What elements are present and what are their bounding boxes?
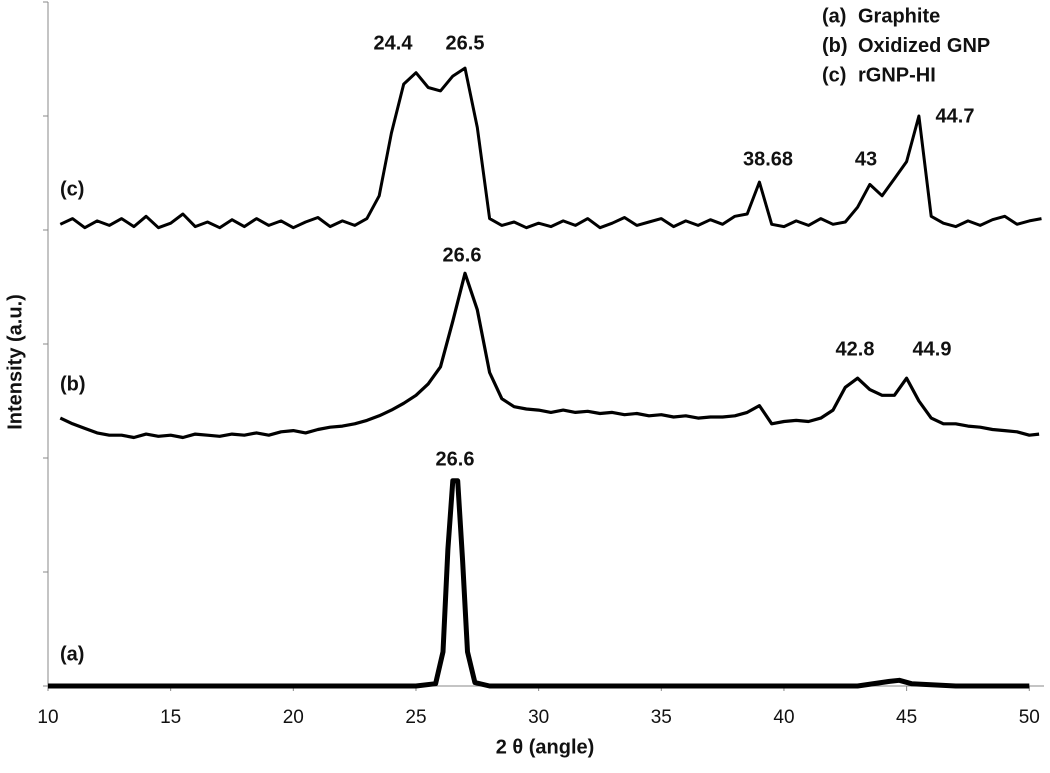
x-tick-label: 30 — [528, 707, 549, 728]
curve-label: (c) — [60, 178, 84, 200]
peak-label: 26.5 — [446, 32, 485, 54]
x-tick-label: 40 — [773, 707, 794, 728]
peak-label: 44.9 — [913, 338, 952, 360]
legend-label: (b) — [822, 35, 848, 57]
peak-label: 38.68 — [743, 148, 793, 170]
curve-label: (b) — [60, 373, 86, 395]
x-tick-label: 50 — [1019, 707, 1040, 728]
y-axis-title: Intensity (a.u.) — [4, 294, 26, 430]
legend-name: Graphite — [858, 5, 940, 27]
peak-label: 26.6 — [436, 448, 475, 470]
peak-label: 43 — [855, 148, 877, 170]
peak-label: 26.6 — [443, 244, 482, 266]
legend-label: (c) — [822, 64, 846, 86]
legend-label: (a) — [822, 5, 846, 27]
legend-name: Oxidized GNP — [858, 35, 990, 57]
x-tick-label: 10 — [37, 707, 58, 728]
data-line — [59, 271, 1040, 440]
peak-label: 44.7 — [936, 105, 975, 127]
x-axis-title: 2 θ (angle) — [496, 736, 595, 758]
data-line — [48, 478, 1030, 689]
x-tick-label: 15 — [160, 707, 181, 728]
x-tick-label: 20 — [283, 707, 304, 728]
x-tick-label: 25 — [405, 707, 426, 728]
data-line — [59, 66, 1042, 230]
legend-name: rGNP-HI — [858, 64, 936, 86]
peak-label: 42.8 — [836, 338, 875, 360]
x-tick-label: 45 — [896, 707, 917, 728]
peak-label: 24.4 — [374, 32, 414, 54]
x-tick-label: 35 — [651, 707, 672, 728]
curve-label: (a) — [60, 643, 84, 665]
